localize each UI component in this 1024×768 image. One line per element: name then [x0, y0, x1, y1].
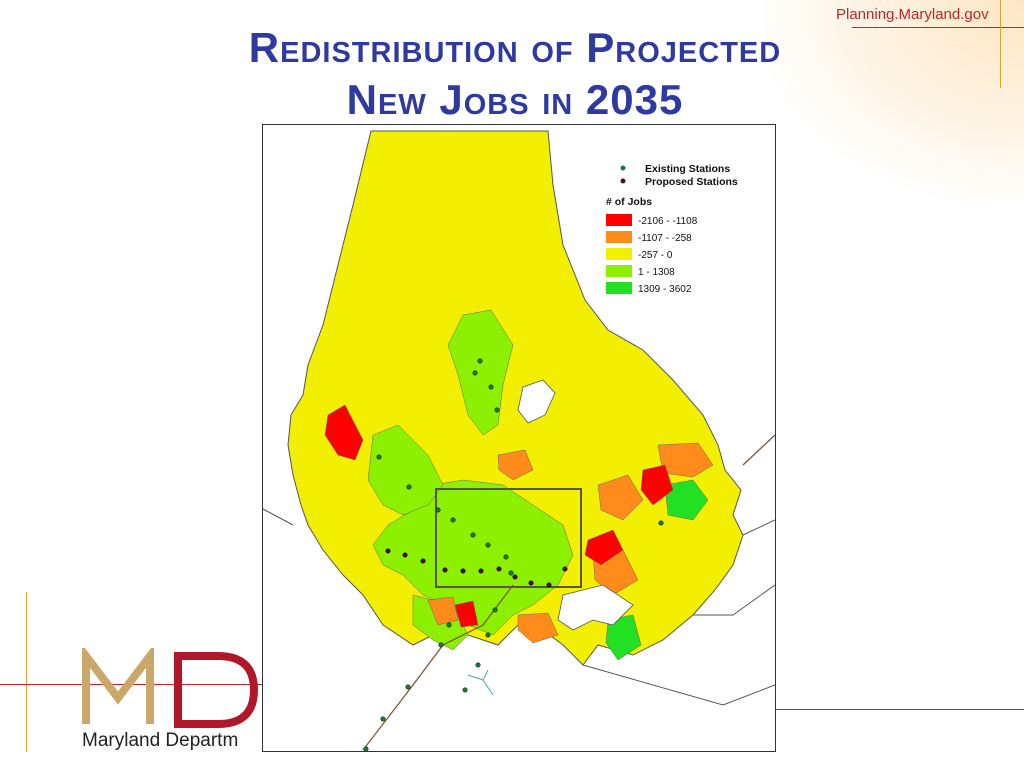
- station-dot: [470, 532, 476, 538]
- station-dot: [420, 558, 426, 564]
- station-dot: [512, 574, 518, 580]
- legend-proposed-label: Proposed Stations: [645, 176, 738, 188]
- legend-swatch-1: [606, 214, 632, 226]
- station-dot: [380, 716, 386, 722]
- legend-proposed-marker: [620, 178, 626, 184]
- zone-red-east: [640, 464, 674, 506]
- legend-jobs-title: # of Jobs: [606, 196, 652, 208]
- corner-gradient: [764, 0, 1024, 200]
- zone-green-northwest: [367, 424, 444, 516]
- station-dot: [496, 566, 502, 572]
- water-bay-inlet: [557, 584, 634, 631]
- logo-letter-d: [174, 652, 259, 728]
- station-dot: [462, 687, 468, 693]
- zone-red-south: [454, 600, 479, 628]
- legend-class-2: -1107 - -258: [638, 233, 692, 244]
- station-dot: [450, 517, 456, 523]
- jobs-map: Existing Stations Proposed Stations # of…: [262, 124, 776, 752]
- station-dot: [363, 746, 369, 751]
- neighbor-boundary-lines: [263, 508, 775, 706]
- transit-connector: [467, 669, 494, 696]
- slide-title: Redistribution of Projected New Jobs in …: [150, 22, 880, 126]
- station-dot: [376, 454, 382, 460]
- legend-swatch-2: [606, 231, 632, 243]
- station-dot: [528, 580, 534, 586]
- station-dot: [562, 566, 568, 572]
- org-name: Maryland Departm: [82, 730, 239, 751]
- zone-red-southeast: [584, 529, 624, 566]
- title-line-2: New Jobs in 2035: [346, 76, 684, 123]
- station-dot: [385, 548, 391, 554]
- deco-line-vertical-left: [26, 592, 27, 752]
- title-line-1: Redistribution of Projected: [248, 24, 782, 71]
- station-dot: [508, 570, 514, 576]
- zone-orange-harbor: [517, 612, 559, 644]
- zone-green-central: [372, 479, 574, 636]
- station-dot: [658, 520, 664, 526]
- station-dot: [472, 370, 478, 376]
- legend-swatch-4: [606, 265, 632, 277]
- zone-brightgreen-east: [664, 479, 709, 521]
- md-logo: [78, 644, 259, 728]
- station-dot: [460, 568, 466, 574]
- station-dot: [442, 567, 448, 573]
- zone-brightgreen-southeast: [605, 614, 642, 661]
- deco-line-vertical-right: [1000, 0, 1001, 88]
- zone-orange-south: [427, 596, 459, 626]
- legend-class-4: 1 - 1308: [638, 267, 675, 278]
- site-url[interactable]: Planning.Maryland.gov: [836, 6, 989, 23]
- zone-red-west: [324, 404, 364, 461]
- station-dot: [475, 662, 481, 668]
- station-dot: [485, 632, 491, 638]
- map-svg: Existing Stations Proposed Stations # of…: [263, 130, 775, 751]
- water-reservoir: [517, 379, 556, 424]
- legend-existing-label: Existing Stations: [645, 163, 730, 175]
- map-legend: Existing Stations Proposed Stations # of…: [606, 163, 738, 295]
- legend-swatch-5: [606, 282, 632, 294]
- station-dot: [435, 507, 441, 513]
- existing-stations: [363, 358, 664, 751]
- station-dot: [492, 607, 498, 613]
- station-dot: [446, 622, 452, 628]
- station-dot: [503, 554, 509, 560]
- proposed-stations: [385, 548, 568, 588]
- zone-green-north: [447, 309, 514, 436]
- md-logo-mark: [82, 644, 259, 728]
- station-dot: [438, 642, 444, 648]
- legend-existing-marker: [620, 165, 626, 171]
- legend-class-1: -2106 - -1108: [638, 216, 698, 227]
- station-dot: [406, 484, 412, 490]
- station-dot: [494, 407, 500, 413]
- legend-swatch-3: [606, 248, 632, 260]
- station-dot: [477, 358, 483, 364]
- logo-letter-m: [82, 644, 154, 724]
- city-boundary: [435, 488, 582, 588]
- deco-line-top: [852, 27, 1024, 28]
- station-dot: [546, 582, 552, 588]
- station-dot: [488, 384, 494, 390]
- deco-line-bottom: [776, 709, 1024, 710]
- station-dot: [485, 542, 491, 548]
- zone-orange-north: [497, 449, 534, 481]
- station-dot: [405, 684, 411, 690]
- station-dot: [402, 552, 408, 558]
- legend-class-5: 1309 - 3602: [638, 284, 692, 295]
- station-dot: [478, 568, 484, 574]
- legend-class-3: -257 - 0: [638, 250, 673, 261]
- zone-orange-eastmid: [597, 474, 644, 521]
